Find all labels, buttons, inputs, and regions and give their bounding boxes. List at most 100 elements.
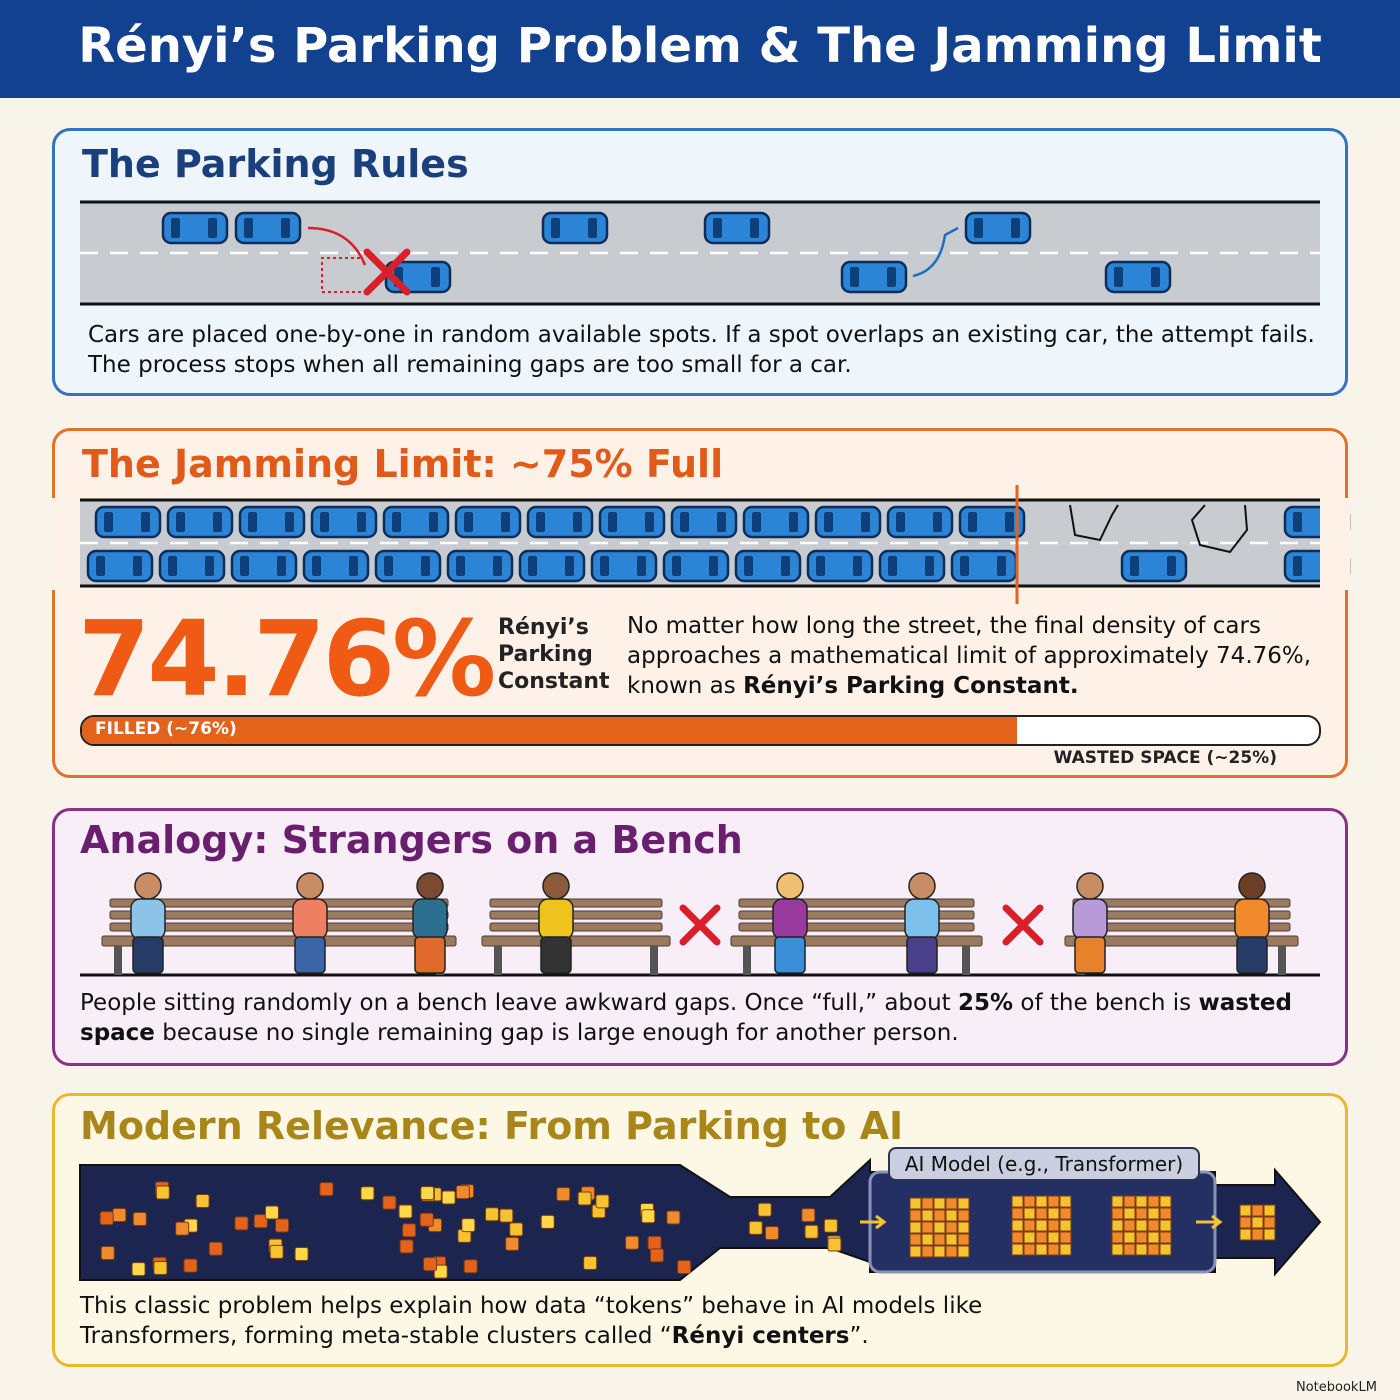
token (583, 1256, 598, 1271)
car-window (887, 267, 896, 287)
car (158, 549, 226, 583)
car-window (565, 556, 574, 576)
cluster-cube (1123, 1243, 1136, 1256)
car (310, 505, 378, 539)
cluster-cube (1159, 1219, 1172, 1232)
person-body (1072, 898, 1108, 940)
car-window (672, 556, 681, 576)
jamming-title: The Jamming Limit: ~75% Full (82, 442, 724, 486)
text-bold: Rényi centers (671, 1323, 850, 1349)
red-x (1002, 904, 1044, 946)
car-window (1293, 556, 1302, 576)
cluster-cube (921, 1197, 934, 1210)
cluster-cube (909, 1197, 922, 1210)
person-body (1234, 898, 1270, 940)
cluster-cube (1023, 1231, 1036, 1244)
cluster-cube (921, 1209, 934, 1222)
cluster-cube (921, 1233, 934, 1246)
car-window (960, 556, 969, 576)
car (166, 505, 234, 539)
car-window (824, 512, 833, 532)
car-window (312, 556, 321, 576)
bench-slat (489, 922, 663, 932)
person-legs (294, 936, 326, 974)
cluster-cube (1059, 1207, 1072, 1220)
car (541, 211, 609, 245)
cluster-cube (1147, 1195, 1160, 1208)
car (814, 505, 882, 539)
car-window (1011, 218, 1020, 238)
cluster-cube (957, 1245, 970, 1258)
text: because no single remaining gap is large… (154, 1020, 959, 1046)
car-window (551, 218, 560, 238)
car (238, 505, 306, 539)
token (99, 1211, 114, 1226)
cluster-cube (1035, 1207, 1048, 1220)
text-bold: Rényi’s Parking Constant. (743, 673, 1079, 699)
car-window (501, 512, 510, 532)
token (577, 1191, 592, 1206)
token (823, 1218, 838, 1233)
text-bold: 25% (958, 990, 1014, 1016)
car-window (744, 556, 753, 576)
wasted-label: WASTED SPACE (~25%) (1053, 748, 1277, 768)
cluster-cube (957, 1221, 970, 1234)
car-window (709, 556, 718, 576)
car (86, 549, 154, 583)
cluster-cube (1239, 1216, 1252, 1229)
constant-label: Rényi’s Parking Constant (498, 614, 610, 695)
token (131, 1262, 146, 1277)
car-window (421, 556, 430, 576)
car (230, 549, 298, 583)
car-window (853, 556, 862, 576)
person-body (130, 898, 166, 940)
cluster-cube (1023, 1219, 1036, 1232)
analogy-body: People sitting randomly on a bench leave… (80, 988, 1330, 1048)
flow-arrow (860, 1214, 887, 1230)
cluster-cube (945, 1233, 958, 1246)
car-window (1130, 556, 1139, 576)
car (526, 505, 594, 539)
car (806, 549, 874, 583)
constant-label-line: Rényi’s (498, 615, 589, 640)
car-window (588, 218, 597, 238)
bench-slat (489, 910, 663, 920)
person-head (296, 872, 324, 900)
car-window (277, 556, 286, 576)
car-window (464, 512, 473, 532)
car-window (133, 556, 142, 576)
cluster-cube (1023, 1243, 1036, 1256)
car (886, 505, 954, 539)
car-window (713, 218, 722, 238)
car (734, 549, 802, 583)
text-bold: wasted space (80, 990, 1292, 1046)
brand: NotebookLM (1296, 1380, 1377, 1395)
cluster-cube (1135, 1219, 1148, 1232)
cluster-cube (909, 1233, 922, 1246)
cluster-cube (1011, 1231, 1024, 1244)
cluster-cube (1135, 1207, 1148, 1220)
car (703, 211, 771, 245)
token (827, 1237, 842, 1252)
cluster-cube (1011, 1207, 1024, 1220)
car-window (968, 512, 977, 532)
car-window (974, 218, 983, 238)
token (509, 1222, 524, 1237)
red-x (363, 248, 411, 296)
car-window (357, 512, 366, 532)
cluster-cube (1251, 1204, 1264, 1217)
car-window (281, 218, 290, 238)
car-window (392, 512, 401, 532)
cluster-cube (1023, 1195, 1036, 1208)
car-window (168, 556, 177, 576)
car-window (717, 512, 726, 532)
cluster-cube (1123, 1207, 1136, 1220)
cluster-cube (933, 1245, 946, 1258)
token (398, 1204, 413, 1219)
arrow (912, 226, 959, 278)
cluster-cube (1111, 1231, 1124, 1244)
car-window (645, 512, 654, 532)
car-window (850, 267, 859, 287)
token (175, 1221, 190, 1236)
cluster-cube (1135, 1243, 1148, 1256)
